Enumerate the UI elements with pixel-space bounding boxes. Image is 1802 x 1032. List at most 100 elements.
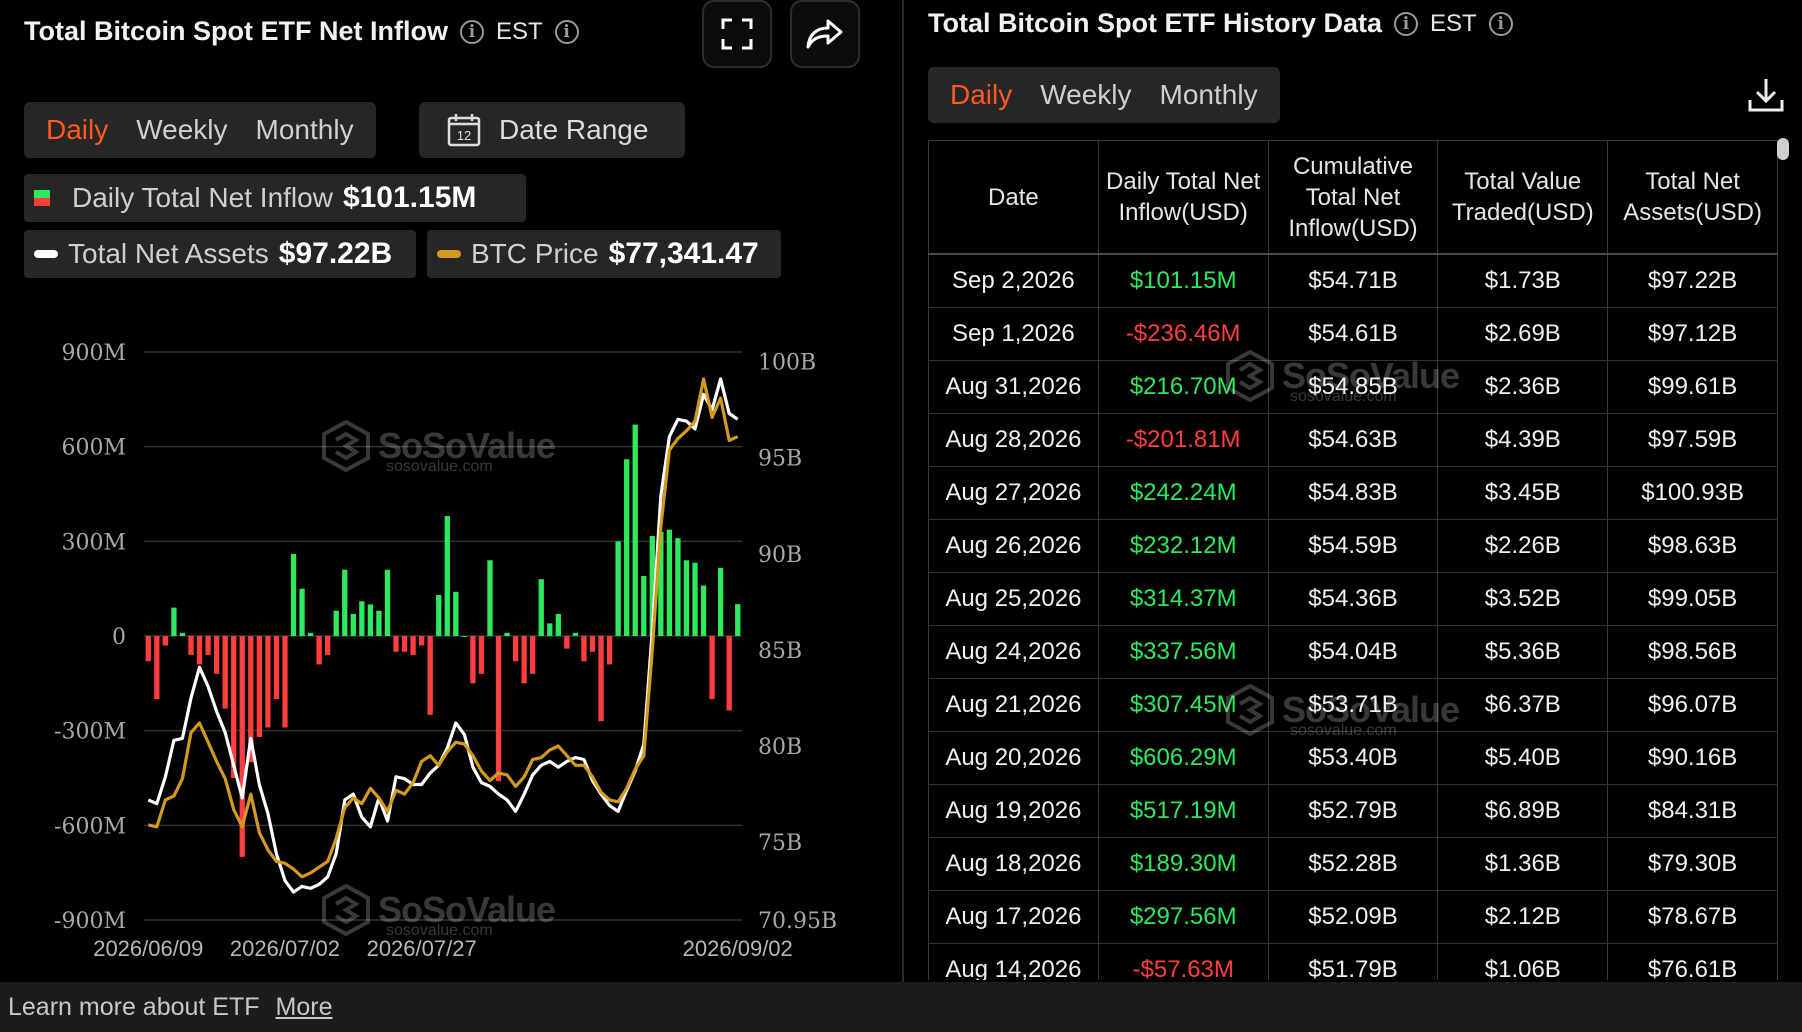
timezone-info-icon[interactable]: i bbox=[554, 19, 579, 44]
cell-value-traded: $1.06B bbox=[1437, 943, 1609, 980]
table-row[interactable]: Sep 1,2026 -$236.46M $54.61B $2.69B $97.12B bbox=[928, 307, 1778, 361]
inflow-bar bbox=[495, 636, 502, 782]
table-row[interactable]: Aug 24,2026 $337.56M $54.04B $5.36B $98.56B bbox=[928, 625, 1778, 679]
calendar-icon-number: 12 bbox=[457, 128, 471, 143]
inflow-bar bbox=[444, 516, 450, 636]
right-axis-tick-label: 70.95B bbox=[758, 909, 837, 934]
history-tab-weekly[interactable]: Weekly bbox=[1040, 79, 1132, 110]
table-row[interactable]: Aug 31,2026 $216.70M $54.85B $2.36B $99.61B bbox=[928, 360, 1778, 414]
cell-value-traded: $3.45B bbox=[1437, 466, 1609, 520]
inflow-title: Total Bitcoin Spot ETF Net Inflow bbox=[24, 16, 448, 46]
left-axis-tick-label: 300M bbox=[61, 530, 126, 555]
right-axis-tick-label: 95B bbox=[758, 447, 802, 472]
header-date[interactable]: Date bbox=[928, 140, 1099, 255]
history-tab-daily[interactable]: Daily bbox=[950, 79, 1013, 110]
inflow-bar bbox=[410, 636, 416, 655]
header-value-traded[interactable]: Total Value Traded(USD) bbox=[1437, 140, 1609, 255]
table-row[interactable]: Aug 14,2026 -$57.63M $51.79B $1.06B $76.61B bbox=[928, 943, 1778, 980]
table-row[interactable]: Aug 26,2026 $232.12M $54.59B $2.26B $98.63B bbox=[928, 519, 1778, 573]
cell-net-assets: $97.12B bbox=[1607, 307, 1778, 361]
table-row[interactable]: Aug 25,2026 $314.37M $54.36B $3.52B $99.05B bbox=[928, 572, 1778, 626]
x-axis-tick-label: 2026/09/02 bbox=[683, 936, 793, 961]
table-row[interactable]: Sep 2,2026 $101.15M $54.71B $1.73B $97.22B bbox=[928, 254, 1778, 308]
inflow-bar bbox=[367, 604, 374, 636]
right-axis-tick-label: 85B bbox=[758, 639, 802, 664]
table-row[interactable]: Aug 27,2026 $242.24M $54.83B $3.45B $100.93B bbox=[928, 466, 1778, 520]
date-range-button[interactable]: 12 Date Range bbox=[419, 102, 685, 158]
cell-cumulative-inflow: $54.83B bbox=[1267, 466, 1439, 520]
table-row[interactable]: Aug 19,2026 $517.19M $52.79B $6.89B $84.31B bbox=[928, 784, 1778, 838]
header-daily-inflow[interactable]: Daily Total Net Inflow(USD) bbox=[1097, 140, 1269, 255]
inflow-bar bbox=[717, 567, 724, 636]
inflow-bar bbox=[615, 541, 621, 636]
cell-daily-inflow: $232.12M bbox=[1097, 519, 1269, 573]
share-button[interactable] bbox=[790, 0, 860, 68]
info-icon[interactable]: i bbox=[1394, 11, 1419, 36]
cell-daily-inflow: -$201.81M bbox=[1097, 413, 1269, 467]
inflow-bar bbox=[555, 613, 561, 636]
legend-inflow-label: Daily Total Net Inflow bbox=[72, 182, 333, 213]
tab-weekly[interactable]: Weekly bbox=[136, 114, 228, 145]
cell-date: Aug 20,2026 bbox=[928, 731, 1099, 785]
cell-value-traded: $1.36B bbox=[1437, 837, 1609, 891]
header-net-assets[interactable]: Total Net Assets(USD) bbox=[1607, 140, 1778, 255]
cell-date: Aug 17,2026 bbox=[928, 890, 1099, 944]
table-row[interactable]: Aug 20,2026 $606.29M $53.40B $5.40B $90.16B bbox=[928, 731, 1778, 785]
history-timezone-info-icon[interactable]: i bbox=[1488, 11, 1513, 36]
inflow-bar bbox=[393, 636, 399, 652]
inflow-bar bbox=[453, 591, 459, 636]
cell-cumulative-inflow: $54.04B bbox=[1267, 625, 1439, 679]
footer-more-link[interactable]: More bbox=[275, 992, 333, 1021]
share-icon bbox=[806, 19, 843, 49]
panel-divider bbox=[902, 0, 904, 982]
right-axis-tick-label: 90B bbox=[758, 543, 802, 568]
cell-value-traded: $5.36B bbox=[1437, 625, 1609, 679]
table-row[interactable]: Aug 17,2026 $297.56M $52.09B $2.12B $78.67B bbox=[928, 890, 1778, 944]
inflow-bar bbox=[692, 562, 698, 636]
left-axis-tick-label: 600M bbox=[61, 436, 126, 461]
assets-legend-swatch bbox=[34, 250, 58, 258]
cell-daily-inflow: $242.24M bbox=[1097, 466, 1269, 520]
inflow-bar bbox=[735, 604, 741, 636]
table-scrollbar[interactable] bbox=[1777, 138, 1789, 160]
inflow-bar bbox=[589, 636, 596, 652]
history-table: Date Daily Total Net Inflow(USD) Cumulat… bbox=[928, 140, 1778, 980]
expand-icon bbox=[721, 18, 753, 50]
inflow-bar bbox=[641, 576, 647, 636]
table-row[interactable]: Aug 21,2026 $307.45M $53.71B $6.37B $96.07B bbox=[928, 678, 1778, 732]
header-cumulative-inflow[interactable]: Cumulative Total Net Inflow(USD) bbox=[1267, 140, 1439, 255]
cell-value-traded: $2.36B bbox=[1437, 360, 1609, 414]
cell-net-assets: $98.63B bbox=[1607, 519, 1778, 573]
inflow-bar bbox=[624, 459, 630, 636]
x-axis-tick-label: 2026/07/02 bbox=[230, 936, 340, 961]
cell-daily-inflow: $606.29M bbox=[1097, 731, 1269, 785]
cell-net-assets: $97.22B bbox=[1607, 254, 1778, 308]
table-row[interactable]: Aug 18,2026 $189.30M $52.28B $1.36B $79.30B bbox=[928, 837, 1778, 891]
history-title-row: Total Bitcoin Spot ETF History Data i ES… bbox=[928, 8, 1513, 39]
legend-inflow-value: $101.15M bbox=[342, 181, 477, 214]
inflow-bar bbox=[384, 569, 391, 636]
inflow-bar bbox=[350, 613, 356, 636]
btc-legend-swatch bbox=[437, 250, 461, 258]
download-button[interactable] bbox=[1747, 76, 1785, 119]
cell-cumulative-inflow: $54.85B bbox=[1267, 360, 1439, 414]
tab-daily[interactable]: Daily bbox=[46, 114, 109, 145]
inflow-bar bbox=[299, 588, 305, 636]
info-icon[interactable]: i bbox=[459, 19, 484, 44]
inflow-panel: Total Bitcoin Spot ETF Net Inflow i EST … bbox=[0, 0, 900, 980]
cell-value-traded: $2.26B bbox=[1437, 519, 1609, 573]
cell-cumulative-inflow: $52.79B bbox=[1267, 784, 1439, 838]
cell-date: Aug 19,2026 bbox=[928, 784, 1099, 838]
fullscreen-button[interactable] bbox=[702, 0, 772, 68]
inflow-bar bbox=[598, 636, 604, 722]
inflow-bar bbox=[196, 636, 203, 665]
tab-monthly[interactable]: Monthly bbox=[255, 114, 354, 145]
inflow-bar bbox=[290, 553, 297, 636]
history-table-container[interactable]: Date Daily Total Net Inflow(USD) Cumulat… bbox=[928, 140, 1778, 980]
table-row[interactable]: Aug 28,2026 -$201.81M $54.63B $4.39B $97.59B bbox=[928, 413, 1778, 467]
cell-date: Aug 18,2026 bbox=[928, 837, 1099, 891]
history-tab-monthly[interactable]: Monthly bbox=[1159, 79, 1258, 110]
inflow-bar bbox=[726, 636, 732, 711]
inflow-bar bbox=[512, 636, 519, 662]
inflow-bar bbox=[333, 610, 339, 636]
